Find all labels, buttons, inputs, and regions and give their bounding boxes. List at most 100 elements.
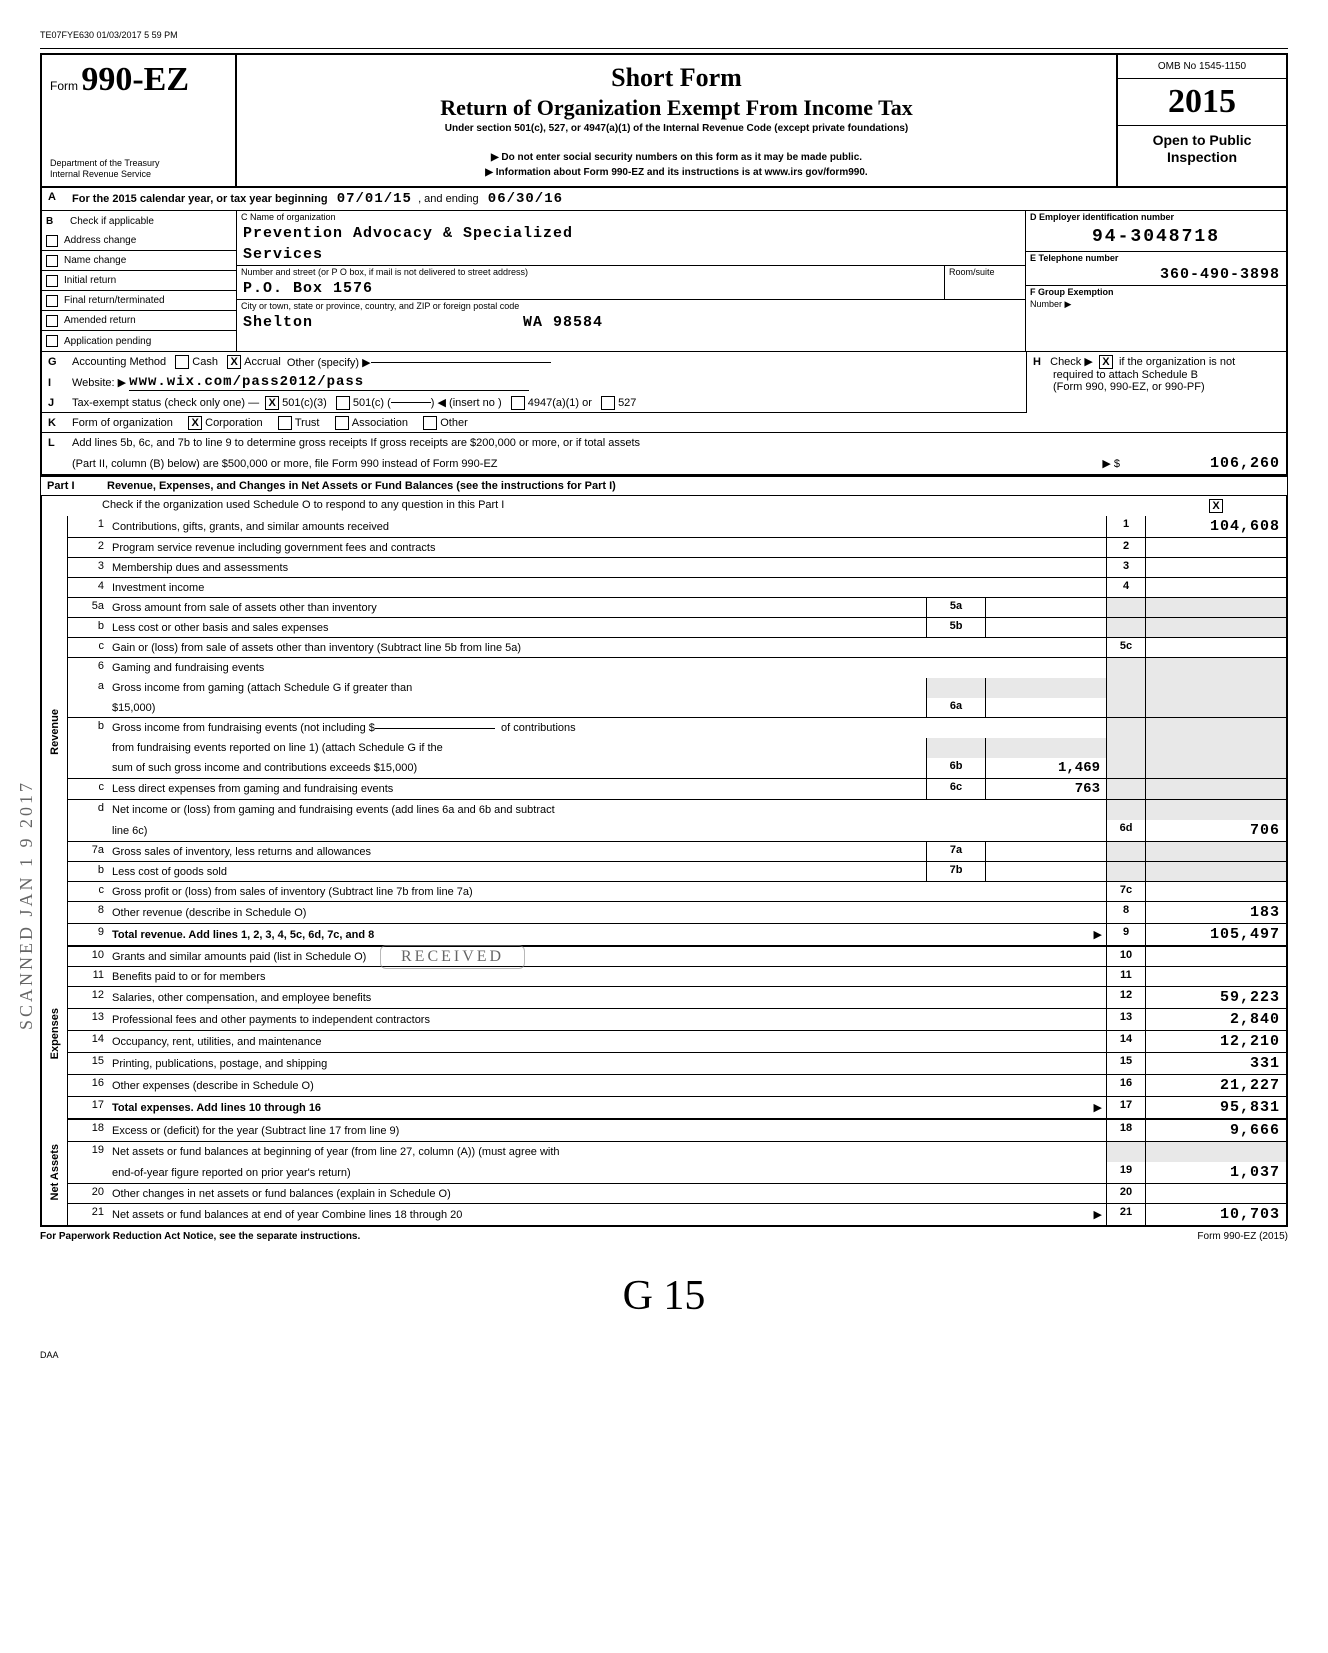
checkbox-checked-icon[interactable]: X	[1209, 499, 1223, 513]
sh5a	[1106, 598, 1146, 617]
G-other-line	[371, 362, 551, 363]
d9b: Total revenue. Add lines 1, 2, 3, 4, 5c,…	[112, 929, 374, 941]
omb: OMB No 1545-1150	[1118, 55, 1286, 79]
n2: 2	[68, 538, 108, 557]
checkbox-icon[interactable]	[175, 355, 189, 369]
L-l1: Add lines 5b, 6c, and 7b to line 9 to de…	[72, 437, 1280, 449]
form-prefix: Form	[50, 79, 78, 93]
n5b: b	[68, 618, 108, 637]
B-i5: Application pending	[64, 336, 151, 347]
d10: Grants and similar amounts paid (list in…	[108, 947, 1106, 966]
n6b3	[68, 738, 108, 758]
checkbox-icon[interactable]	[46, 235, 58, 247]
shv19	[1146, 1142, 1286, 1162]
footer-right-t: Form 990-EZ (2015)	[1197, 1231, 1288, 1242]
checkbox-checked-icon[interactable]: X	[1099, 355, 1113, 369]
B-i0: Address change	[64, 235, 136, 246]
n6a: a	[68, 678, 108, 698]
sh7a	[1106, 842, 1146, 861]
B-i3: Final return/terminated	[64, 295, 165, 306]
col-C: C Name of organization Prevention Advoca…	[237, 211, 1026, 351]
n8: 8	[68, 902, 108, 923]
checkbox-icon[interactable]	[278, 416, 292, 430]
v16: 21,227	[1146, 1075, 1286, 1096]
row-15: 15Printing, publications, postage, and s…	[68, 1053, 1286, 1075]
checkbox-icon[interactable]	[601, 396, 615, 410]
n6d2	[68, 820, 108, 841]
checkbox-icon[interactable]	[46, 315, 58, 327]
J-c4: 527	[618, 397, 636, 409]
c13: 13	[1106, 1009, 1146, 1030]
c21: 21	[1106, 1204, 1146, 1225]
shv6a1	[986, 678, 1106, 698]
checkbox-icon[interactable]	[46, 275, 58, 287]
rev-lbl: Revenue	[47, 705, 63, 759]
v6d: 706	[1146, 820, 1286, 841]
B-i2: Initial return	[64, 275, 116, 286]
I-body: Website: ▶ www.wix.com/pass2012/pass	[72, 374, 1020, 391]
v10	[1146, 947, 1286, 966]
col-B: B Check if applicable Address change Nam…	[42, 211, 237, 351]
checkbox-icon[interactable]	[46, 335, 58, 347]
d3: Membership dues and assessments	[108, 558, 1106, 577]
sh6ac	[1106, 678, 1146, 698]
G-cash: Cash	[192, 356, 218, 368]
checkbox-icon[interactable]	[423, 416, 437, 430]
open-l1: Open to Public	[1122, 132, 1282, 149]
d17: Total expenses. Add lines 10 through 16▶	[108, 1097, 1106, 1118]
checkbox-checked-icon[interactable]: X	[265, 396, 279, 410]
row-7b: bLess cost of goods sold7b	[68, 862, 1286, 882]
checkbox-icon[interactable]	[336, 396, 350, 410]
row-2: 2Program service revenue including gover…	[68, 538, 1286, 558]
v3	[1146, 558, 1286, 577]
s6c: 6c	[926, 779, 986, 799]
row-16: 16Other expenses (describe in Schedule O…	[68, 1075, 1286, 1097]
netassets-block: Net Assets 18Excess or (deficit) for the…	[42, 1120, 1286, 1225]
tax-year: 2015	[1118, 79, 1286, 126]
n16: 16	[68, 1075, 108, 1096]
F-lbl: F Group Exemption	[1026, 286, 1286, 298]
title-main: Return of Organization Exempt From Incom…	[249, 95, 1104, 121]
revenue-block: Revenue 1Contributions, gifts, grants, a…	[42, 516, 1286, 947]
s7b: 7b	[926, 862, 986, 881]
v21: 10,703	[1146, 1204, 1286, 1225]
c12: 12	[1106, 987, 1146, 1008]
header-left: Form 990-EZ Department of the Treasury I…	[42, 55, 237, 186]
section-BCDEF: B Check if applicable Address change Nam…	[40, 211, 1288, 351]
d6a2: $15,000)	[108, 698, 926, 717]
n21: 21	[68, 1204, 108, 1225]
partI-lbl: Part I	[47, 480, 107, 492]
n11: 11	[68, 967, 108, 986]
sv7b	[986, 862, 1106, 881]
partI-sub: Check if the organization used Schedule …	[40, 496, 1288, 516]
dept-l2: Internal Revenue Service	[50, 169, 227, 180]
checkbox-icon[interactable]	[46, 255, 58, 267]
col-DEF: D Employer identification number 94-3048…	[1026, 211, 1286, 351]
checkbox-checked-icon[interactable]: X	[227, 355, 241, 369]
partI-title: Revenue, Expenses, and Changes in Net As…	[107, 480, 1281, 492]
checkbox-icon[interactable]	[335, 416, 349, 430]
sh19	[1106, 1142, 1146, 1162]
sv6b: 1,469	[986, 758, 1106, 778]
J-c1: 501(c)(3)	[282, 397, 327, 409]
daa: DAA	[40, 1350, 1288, 1360]
checkbox-icon[interactable]	[46, 295, 58, 307]
d21: Net assets or fund balances at end of ye…	[108, 1204, 1106, 1225]
J-text: Tax-exempt status (check only one) —	[72, 397, 259, 409]
v1: 104,608	[1146, 516, 1286, 537]
checkbox-checked-icon[interactable]: X	[188, 416, 202, 430]
shv6c	[1146, 779, 1286, 799]
row-6b-4: sum of such gross income and contributio…	[68, 758, 1286, 779]
n7a: 7a	[68, 842, 108, 861]
B-item-3: Final return/terminated	[42, 291, 236, 311]
sh6b3	[1106, 738, 1146, 758]
d11: Benefits paid to or for members	[108, 967, 1106, 986]
row-5a: 5aGross amount from sale of assets other…	[68, 598, 1286, 618]
v19: 1,037	[1146, 1162, 1286, 1183]
d7c: Gross profit or (loss) from sales of inv…	[108, 882, 1106, 901]
n18: 18	[68, 1120, 108, 1141]
checkbox-icon[interactable]	[511, 396, 525, 410]
expenses-block: Expenses 10Grants and similar amounts pa…	[42, 947, 1286, 1120]
scanned-stamp: SCANNED JAN 1 9 2017	[16, 780, 37, 1030]
L-val: 106,260	[1120, 455, 1280, 472]
